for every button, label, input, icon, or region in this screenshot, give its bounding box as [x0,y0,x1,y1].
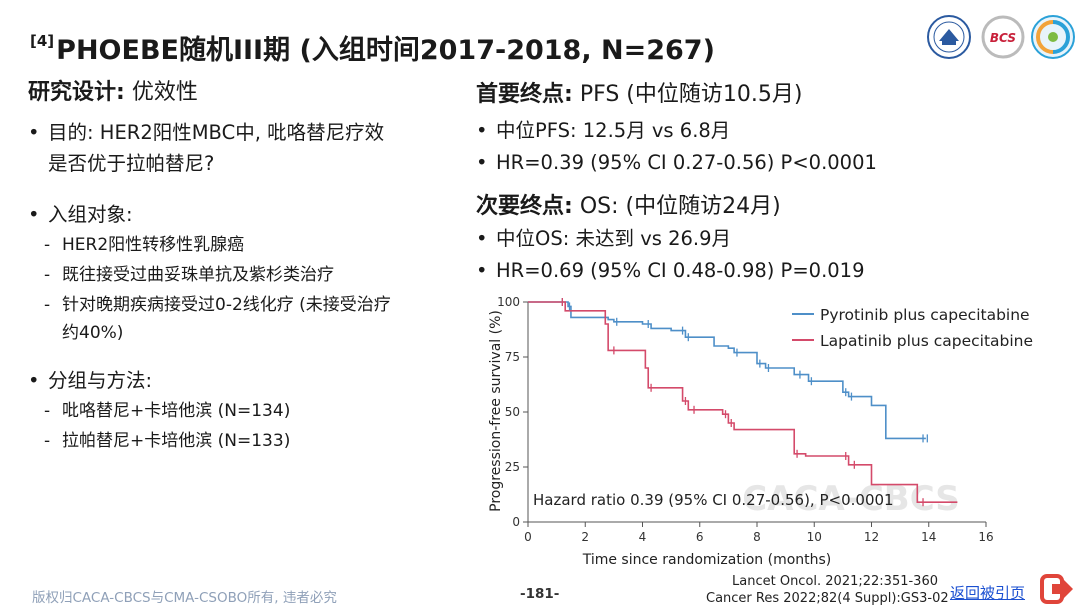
citation-1: Lancet Oncol. 2021;22:351-360 [732,574,938,589]
aim-bullet: • 目的: HER2阳性MBC中, 吡咯替尼疗效 [28,121,385,144]
primary-endpoint-heading: 首要终点: PFS (中位随访10.5月) [476,82,803,107]
y-tick-label: 50 [505,405,520,419]
title-text: PHOEBE随机III期 (入组时间2017-2018, N=267) [56,35,715,66]
exit-arrow-icon[interactable] [1040,574,1074,604]
secondary-item: • HR=0.69 (95% CI 0.48-0.98) P=0.019 [476,259,865,282]
series-layer [528,301,958,503]
reference-marker: [4] [30,32,55,50]
bcs-logo: BCS [981,15,1025,59]
hazard-ratio-annotation: Hazard ratio 0.39 (95% CI 0.27-0.56), P<… [533,491,894,509]
x-tick-label: 16 [978,530,993,544]
censor-layer [561,298,928,507]
citation-2: Cancer Res 2022;82(4 Suppl):GS3-02 [706,591,949,606]
groups-bullet: • 分组与方法: [28,369,153,392]
y-tick-label: 75 [505,350,520,364]
secondary-item: • 中位OS: 未达到 vs 26.9月 [476,227,732,250]
x-tick-label: 2 [581,530,589,544]
x-tick-label: 14 [921,530,936,544]
y-tick-label: 0 [512,515,520,529]
page-title: [4]PHOEBE随机III期 (入组时间2017-2018, N=267) [30,28,715,67]
aim-bullet-cont: 是否优于拉帕替尼? [48,152,215,175]
page-number: -181- [520,586,560,602]
enroll-item: - 既往接受过曲妥珠单抗及紫杉类治疗 [44,265,334,285]
y-tick-label: 25 [505,460,520,474]
design-heading: 研究设计: 优效性 [28,80,198,105]
group-item: - 拉帕替尼+卡培他滨 (N=133) [44,431,291,451]
y-axis-label: Progression-free survival (%) [488,310,504,512]
primary-item: • 中位PFS: 12.5月 vs 6.8月 [476,119,731,142]
university-seal-logo [927,15,971,59]
x-tick-label: 10 [807,530,822,544]
km-curve-lapatinib [528,301,958,503]
society-swirl-logo [1031,15,1075,59]
x-tick-label: 12 [864,530,879,544]
secondary-endpoint-heading: 次要终点: OS: (中位随访24月) [476,194,781,219]
enroll-item: - HER2阳性转移性乳腺癌 [44,235,245,255]
y-tick-label: 100 [497,295,520,309]
axes: 0 2 4 6 8 10 12 14 16 0 25 50 75 100 [497,295,994,544]
x-tick-label: 4 [639,530,647,544]
group-item: - 吡咯替尼+卡培他滨 (N=134) [44,401,291,421]
x-tick-label: 8 [753,530,761,544]
legend: Pyrotinib plus capecitabine Lapatinib pl… [792,306,1033,350]
enroll-bullet: • 入组对象: [28,203,133,226]
x-axis-label: Time since randomization (months) [582,552,832,568]
enroll-item: - 针对晚期疾病接受过0-2线化疗 (未接受治疗 [44,295,391,315]
copyright-notice: 版权归CACA-CBCS与CMA-CSOBO所有, 违者必究 [32,590,337,606]
x-tick-label: 0 [524,530,532,544]
primary-item: • HR=0.39 (95% CI 0.27-0.56) P<0.0001 [476,151,877,174]
legend-label-pyrotinib: Pyrotinib plus capecitabine [820,306,1030,324]
x-tick-label: 6 [696,530,704,544]
back-to-citing-page-link[interactable]: 返回被引页 [950,584,1026,602]
legend-label-lapatinib: Lapatinib plus capecitabine [820,332,1033,350]
km-curve-pyrotinib [528,301,926,440]
bcs-logo-text: BCS [990,31,1016,45]
enroll-item-cont: 约40%) [62,323,124,343]
